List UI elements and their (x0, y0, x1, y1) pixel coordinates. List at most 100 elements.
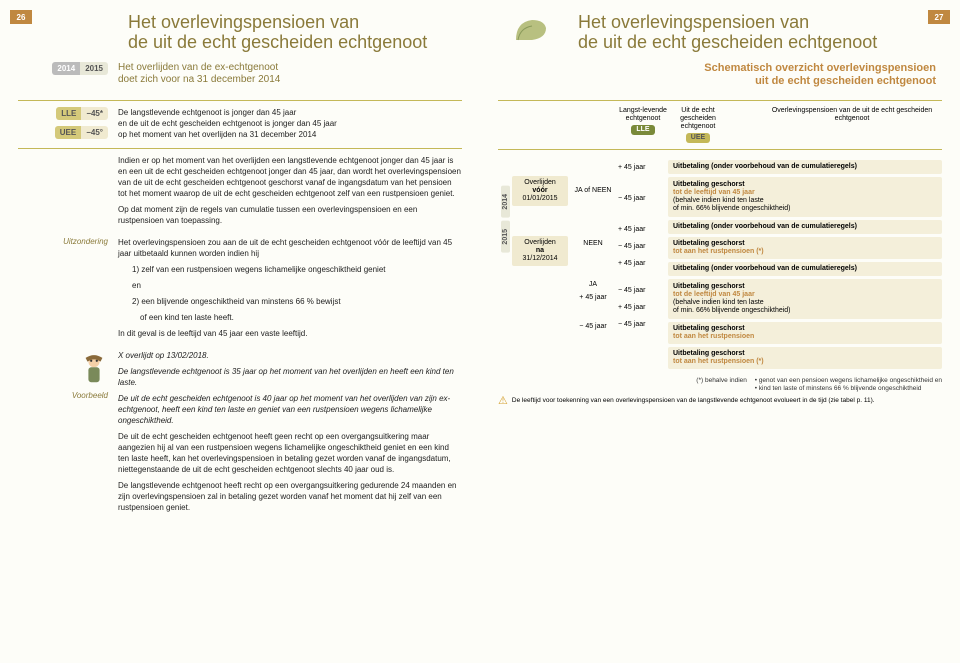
fn2: • genot van een pensioen wegens lichamel… (755, 377, 942, 384)
age-1: + 45 jaar (618, 162, 668, 173)
subhead-line-2: doet zich voor na 31 december 2014 (118, 74, 280, 85)
subhead-row: 2014 2015 Het overlijden van de ex-echtg… (18, 62, 462, 94)
footnote: (*) behalve indien • genot van een pensi… (498, 377, 942, 393)
page-title-right: Het overlevingspensioen van de uit de ec… (578, 12, 942, 52)
vb-text: X overlijdt op 13/02/2018. De langstleve… (118, 350, 462, 518)
uitz-4: of een kind ten laste heeft. (140, 312, 462, 323)
ev1b: vóór (532, 187, 547, 194)
year-b: 2015 (80, 62, 108, 75)
out-3: Uitbetaling (onder voorbehoud van de cum… (668, 220, 942, 234)
ev2b: na (536, 247, 544, 254)
ev1c: 01/01/2015 (522, 195, 557, 202)
character-icon (80, 354, 108, 388)
o7b: tot aan het rustpensioen (673, 333, 754, 340)
h-out: Overlevingspensioen van de uit de echt g… (762, 107, 942, 143)
event-col: Overlijden vóór 01/01/2015 Overlijden na… (512, 156, 568, 369)
branch-ja: JA (589, 280, 597, 289)
ja-minus45: − 45 jaar (579, 322, 606, 331)
divider (498, 149, 942, 150)
o5: Uitbetaling (onder voorbehoud van de cum… (673, 265, 857, 272)
divider (498, 100, 942, 101)
branch-neen: NEEN (583, 239, 602, 248)
vb-5: De langstlevende echtgenoot heeft recht … (118, 480, 462, 513)
o6d: of min. 66% blijvende ongeschiktheid) (673, 307, 791, 314)
warning-icon: ⚠ (498, 397, 508, 405)
vb-4: De uit de echt gescheiden echtgenoot hee… (118, 431, 462, 475)
uitz-1: Het overlevingspensioen zou aan de uit d… (118, 237, 462, 259)
age-7: + 45 jaar (618, 302, 668, 313)
title-line-1: Het overlevingspensioen van (128, 12, 359, 32)
lle-branch-col: JA of NEEN NEEN JA + 45 jaar − 45 jaar (568, 156, 618, 369)
page-number-right: 27 (928, 10, 950, 24)
uitz-2: 1) zelf van een rustpensioen wegens lich… (132, 264, 462, 275)
o2b: tot de leeftijd van 45 jaar (673, 189, 755, 196)
ev1a: Overlijden (524, 179, 556, 186)
tl-2014: 2014 (501, 186, 510, 218)
branch-ja-neen: JA of NEEN (575, 186, 612, 195)
para1-row: Indien er op het moment van het overlijd… (18, 155, 462, 231)
subhead-line-1: Het overlijden van de ex-echtgenoot (118, 62, 278, 73)
o8a: Uitbetaling geschorst (673, 350, 745, 357)
age-6: − 45 jaar (618, 285, 668, 296)
event-after: Overlijden na 31/12/2014 (512, 236, 568, 266)
out-2: Uitbetaling geschorst tot de leeftijd va… (668, 177, 942, 217)
h-uee: Uit de echt gescheiden echtgenoot (680, 107, 716, 130)
o4b: tot aan het rustpensioen (*) (673, 248, 764, 255)
uee-chip-small: UEE (686, 133, 710, 143)
page-title-left: Het overlevingspensioen van de uit de ec… (128, 12, 462, 52)
vb-1: X overlijdt op 13/02/2018. (118, 351, 209, 360)
out-1: Uitbetaling (onder voorbehoud van de cum… (668, 160, 942, 174)
event-before: Overlijden vóór 01/01/2015 (512, 176, 568, 206)
o2d: of min. 66% blijvende ongeschiktheid) (673, 205, 791, 212)
vb-label: Voorbeeld (72, 391, 108, 400)
intro-text: De langstlevende echtgenoot is jonger da… (118, 107, 337, 140)
age-2: − 45 jaar (618, 193, 668, 204)
out-7: Uitbetaling geschorst tot aan het rustpe… (668, 322, 942, 344)
o6b: tot de leeftijd van 45 jaar (673, 291, 755, 298)
uitz-5: In dit geval is de leeftijd van 45 jaar … (118, 328, 462, 339)
uee-a: UEE (55, 126, 81, 139)
title-r-1: Het overlevingspensioen van (578, 12, 809, 32)
fn1: (*) behalve indien (696, 377, 747, 384)
o6a: Uitbetaling geschorst (673, 283, 745, 290)
tl-2015: 2015 (501, 221, 510, 253)
leaf-icon (510, 14, 550, 44)
diagram: 2014 2015 Overlijden vóór 01/01/2015 Ove… (498, 156, 942, 369)
age-8: − 45 jaar (618, 319, 668, 330)
subr-1: Schematisch overzicht overlevingspensioe… (704, 62, 936, 74)
para-text: Indien er op het moment van het overlijd… (118, 155, 462, 231)
o8b: tot aan het rustpensioen (*) (673, 358, 764, 365)
uitz-text: Het overlevingspensioen zou aan de uit d… (118, 237, 462, 344)
intro-1: De langstlevende echtgenoot is jonger da… (118, 108, 296, 117)
warn-text: De leeftijd voor toekenning van een over… (512, 397, 875, 405)
page-left: 26 Het overlevingspensioen van de uit de… (0, 0, 480, 663)
ja-plus45: + 45 jaar (579, 293, 606, 302)
intro-2: en de uit de echt gescheiden echtgenoot … (118, 119, 337, 128)
out-5: Uitbetaling (onder voorbehoud van de cum… (668, 262, 942, 276)
o1: Uitbetaling (onder voorbehoud van de cum… (673, 163, 857, 170)
out-6: Uitbetaling geschorst tot de leeftijd va… (668, 279, 942, 319)
uitz-label: Uitzondering (63, 237, 108, 246)
fn3: • kind ten laste of minstens 66 % blijve… (755, 385, 922, 392)
uitz-row: Uitzondering Het overlevingspensioen zou… (18, 237, 462, 344)
page-number-left: 26 (10, 10, 32, 24)
divider (18, 100, 462, 101)
age-5: + 45 jaar (618, 258, 668, 269)
para-2: Op dat moment zijn de regels van cumulat… (118, 204, 462, 226)
uee-b: −45° (81, 126, 108, 139)
uee-chip: UEE −45° (55, 126, 108, 139)
subhead-left: Het overlijden van de ex-echtgenoot doet… (118, 62, 280, 86)
divider (18, 148, 462, 149)
lle-chip-small: LLE (631, 125, 654, 135)
o2a: Uitbetaling geschorst (673, 181, 745, 188)
ev2c: 31/12/2014 (522, 255, 557, 262)
vb-3: De uit de echt gescheiden echtgenoot is … (118, 394, 450, 425)
page-right: 27 Het overlevingspensioen van de uit de… (480, 0, 960, 663)
year-chip: 2014 2015 (52, 62, 108, 75)
uitz-3: 2) een blijvende ongeschiktheid van mins… (132, 296, 462, 307)
title-r-2: de uit de echt gescheiden echtgenoot (578, 32, 877, 52)
lle-a: LLE (56, 107, 81, 120)
uitz-en: en (132, 280, 462, 291)
out-4: Uitbetaling geschorst tot aan het rustpe… (668, 237, 942, 259)
o7a: Uitbetaling geschorst (673, 325, 745, 332)
